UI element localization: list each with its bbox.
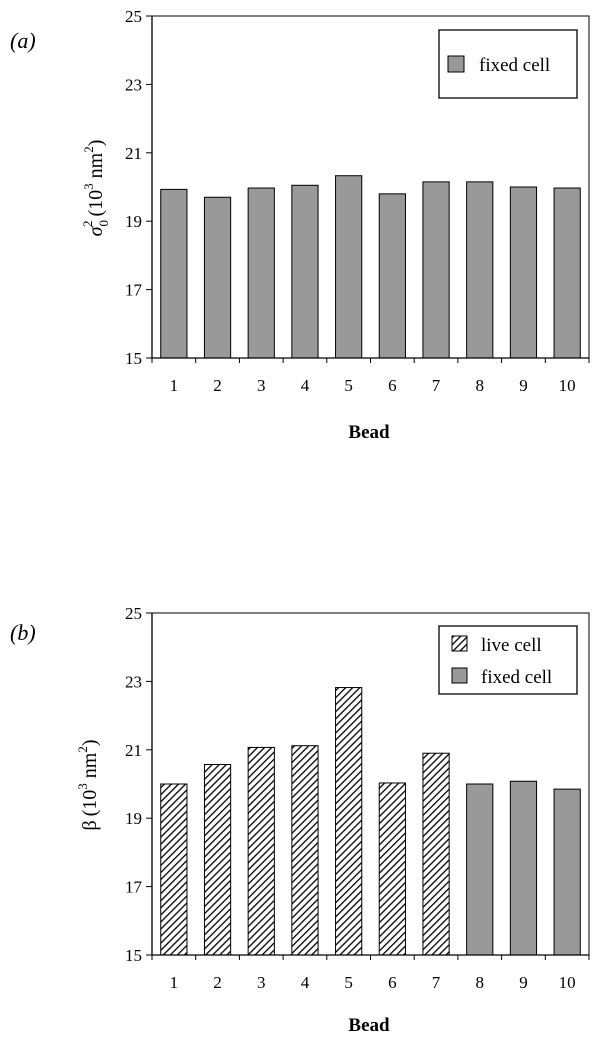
y-tick-label-a-21: 21	[125, 144, 142, 163]
legend-label-fixed-b: fixed cell	[481, 667, 552, 688]
y-tick-label-b-19: 19	[125, 809, 142, 828]
bar-b-fixed-8	[466, 783, 494, 956]
bar-b-live-6	[378, 782, 406, 956]
bar-a-fixed-5	[335, 175, 363, 359]
legend-swatch-fixed-b	[451, 667, 468, 684]
x-tick-label-b-7: 7	[432, 973, 441, 992]
bar-a-fixed-1	[160, 188, 188, 359]
legend-label-live-b: live cell	[481, 635, 542, 656]
bar-a-fixed-3	[247, 187, 275, 359]
x-tick-label-b-4: 4	[301, 973, 310, 992]
x-tick-label-a-4: 4	[301, 376, 310, 395]
y-tick-label-a-17: 17	[125, 281, 143, 300]
x-tick-label-a-10: 10	[559, 376, 576, 395]
bar-b-live-7	[422, 752, 450, 956]
panel-label-b: (b)	[10, 620, 36, 645]
x-tick-label-b-1: 1	[170, 973, 179, 992]
x-tick-label-a-9: 9	[519, 376, 528, 395]
bar-a-fixed-8	[466, 181, 494, 359]
x-tick-label-a-6: 6	[388, 376, 397, 395]
bar-b-live-3	[247, 746, 275, 956]
bar-a-fixed-7	[422, 181, 450, 359]
bar-b-fixed-10	[553, 788, 581, 956]
x-tick-label-b-5: 5	[344, 973, 353, 992]
y-tick-label-b-23: 23	[125, 672, 142, 691]
panel-label-a: (a)	[10, 28, 36, 53]
x-tick-label-a-3: 3	[257, 376, 266, 395]
y-axis-label-a: σ02(103 nm2)	[80, 140, 111, 237]
x-tick-label-b-3: 3	[257, 973, 266, 992]
legend-label-fixed-a: fixed cell	[479, 55, 550, 76]
bar-a-fixed-6	[378, 193, 406, 359]
x-axis-label-a: Bead	[348, 422, 390, 443]
legend-swatch-live-b	[451, 635, 468, 652]
x-tick-label-b-9: 9	[519, 973, 528, 992]
bar-b-live-5	[335, 687, 363, 956]
y-tick-label-b-25: 25	[125, 604, 142, 623]
x-tick-label-a-2: 2	[213, 376, 222, 395]
x-tick-label-a-7: 7	[432, 376, 441, 395]
y-tick-label-b-15: 15	[125, 946, 142, 965]
x-tick-label-b-8: 8	[476, 973, 485, 992]
x-tick-label-b-6: 6	[388, 973, 397, 992]
bar-b-live-1	[160, 783, 188, 956]
bar-b-live-2	[203, 764, 232, 956]
y-tick-label-a-25: 25	[125, 7, 142, 26]
y-tick-label-a-15: 15	[125, 349, 142, 368]
bar-b-fixed-9	[509, 780, 538, 956]
bar-a-fixed-9	[509, 186, 538, 359]
y-tick-label-a-23: 23	[125, 75, 142, 94]
x-tick-label-a-8: 8	[476, 376, 485, 395]
x-tick-label-a-1: 1	[170, 376, 179, 395]
x-tick-label-b-10: 10	[559, 973, 576, 992]
bar-b-live-4	[291, 745, 319, 956]
y-axis-label-b: β(103 nm2)	[75, 739, 101, 830]
bar-a-fixed-10	[553, 187, 581, 359]
x-axis-label-b: Bead	[348, 1015, 390, 1036]
x-tick-label-b-2: 2	[213, 973, 222, 992]
bar-a-fixed-2	[203, 196, 232, 359]
legend-b: live cell fixed cell	[438, 625, 578, 695]
legend-swatch-fixed-a	[447, 55, 465, 73]
y-tick-label-a-19: 19	[125, 212, 142, 231]
bar-a-fixed-4	[291, 184, 319, 359]
x-tick-label-a-5: 5	[344, 376, 353, 395]
y-tick-label-b-21: 21	[125, 741, 142, 760]
legend-a: fixed cell	[438, 29, 578, 99]
y-tick-label-b-17: 17	[125, 878, 143, 897]
